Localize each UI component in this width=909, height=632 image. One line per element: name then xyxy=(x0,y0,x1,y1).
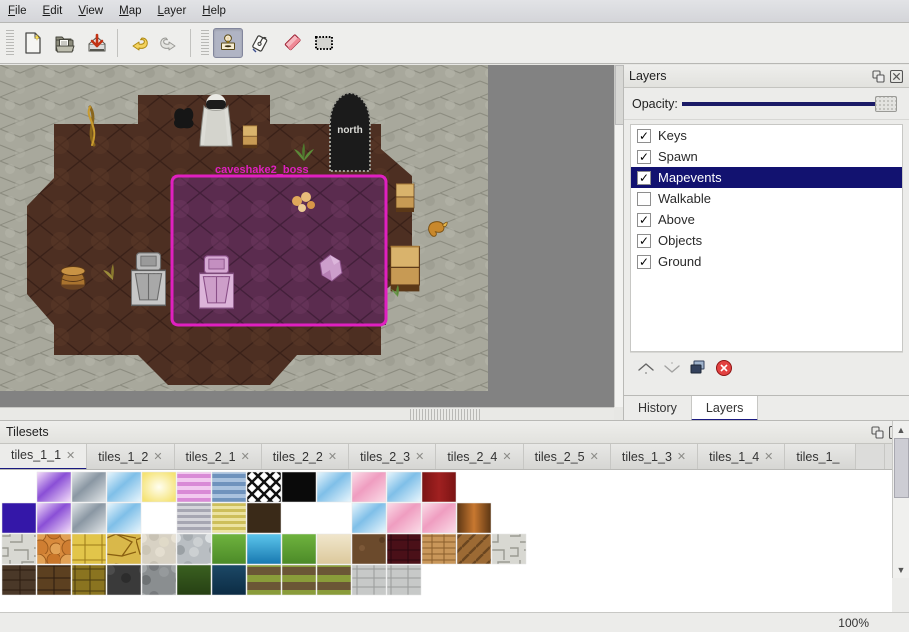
svg-text:caveshake2_boss: caveshake2_boss xyxy=(215,164,309,176)
svg-text:north: north xyxy=(337,125,363,136)
